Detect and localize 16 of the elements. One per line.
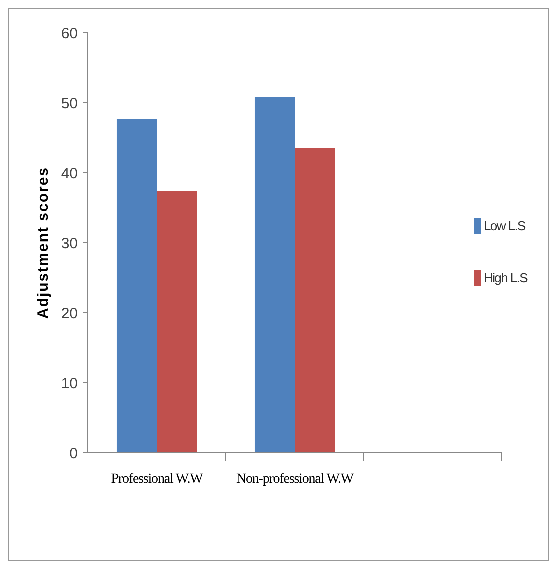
legend-label: High L.S	[484, 270, 529, 286]
y-tick-label: 40	[61, 165, 78, 182]
x-tick-label: Non-professional W.W	[236, 472, 355, 487]
y-tick-label: 30	[61, 235, 78, 252]
x-tick-label: Professional W.W	[111, 472, 204, 487]
y-tick-label: 10	[61, 375, 78, 392]
bar	[157, 191, 198, 453]
y-tick-label: 20	[61, 305, 78, 322]
y-axis-title: Adjustment scores	[35, 166, 52, 320]
y-tick-label: 0	[70, 445, 78, 462]
y-tick-label: 50	[61, 95, 78, 112]
bar	[295, 148, 336, 453]
bar	[254, 97, 295, 453]
legend-label: Low L.S	[484, 218, 526, 234]
y-tick-label: 60	[61, 25, 78, 42]
bar	[116, 119, 157, 453]
